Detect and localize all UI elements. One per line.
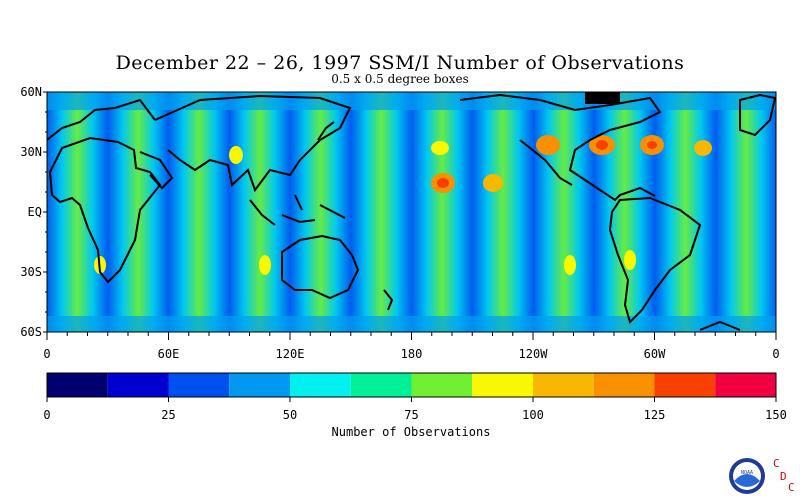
- coastlines: [47, 93, 776, 331]
- lon-label: 60E: [158, 347, 180, 361]
- colorbar-swatch: [411, 373, 473, 397]
- colorbar-tick-label: 100: [522, 408, 544, 420]
- colorbar-swatch: [533, 373, 594, 397]
- lon-label: 0: [772, 347, 779, 361]
- colorbar: [46, 372, 777, 402]
- colorbar-swatch: [107, 373, 169, 397]
- logo-letter: C: [788, 481, 795, 494]
- colorbar-swatch: [350, 373, 412, 397]
- observation-map: 60N 30N EQ 30S 60S 0 60E 120E 180 120W 60W 0 0 25 50…: [20, 85, 787, 420]
- data-field: [47, 92, 776, 332]
- colorbar-swatch: [654, 373, 716, 397]
- colorbar-tick-label: 25: [161, 408, 175, 420]
- colorbar-tick-label: 0: [43, 408, 50, 420]
- lat-label: 30S: [20, 265, 42, 279]
- noaa-cdc-logo: NOAA C D C: [729, 457, 795, 494]
- colorbar-tick-label: 50: [283, 408, 297, 420]
- logo-letter: D: [780, 470, 787, 483]
- colorbar-title: Number of Observations: [331, 425, 491, 439]
- colorbar-swatch: [715, 373, 776, 397]
- logo-letter: C: [773, 457, 780, 470]
- colorbar-tick-label: 75: [404, 408, 418, 420]
- colorbar-swatch: [168, 373, 230, 397]
- colorbar-tick-label: 150: [765, 408, 787, 420]
- map-subtitle: 0.5 x 0.5 degree boxes: [331, 72, 469, 86]
- colorbar-tick-label: 125: [644, 408, 666, 420]
- lon-label: 0: [43, 347, 50, 361]
- lat-label: 60N: [20, 85, 42, 99]
- lon-label: 120W: [519, 347, 549, 361]
- colorbar-swatch: [472, 373, 533, 397]
- colorbar-swatch: [229, 373, 290, 397]
- lon-label: 120E: [276, 347, 305, 361]
- colorbar-swatch: [47, 373, 108, 397]
- lat-label: 30N: [20, 145, 42, 159]
- colorbar-swatch: [290, 373, 351, 397]
- svg-text:NOAA: NOAA: [741, 470, 753, 476]
- lon-label: 180: [401, 347, 423, 361]
- map-title: December 22 – 26, 1997 SSM/I Number of O…: [115, 52, 685, 74]
- colorbar-swatch: [593, 373, 655, 397]
- lat-label: 60S: [20, 325, 42, 339]
- lon-label: 60W: [644, 347, 666, 361]
- lat-label: EQ: [28, 205, 42, 219]
